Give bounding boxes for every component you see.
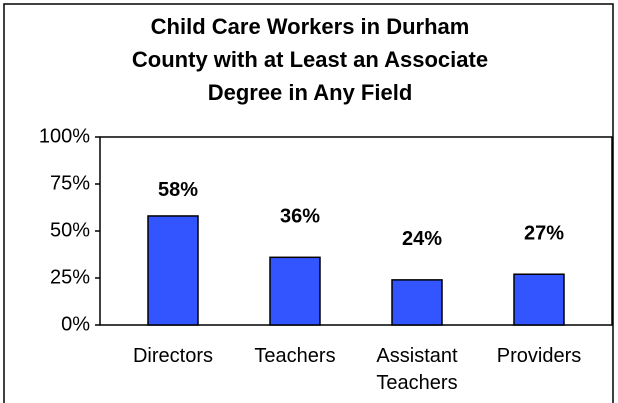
y-tick-label: 0%	[61, 313, 90, 335]
x-tick-label: Providers	[496, 345, 582, 367]
x-tick-label: Assistant Teachers	[376, 345, 458, 394]
data-label: 58%	[158, 179, 198, 201]
chart-frame	[3, 3, 614, 403]
x-tick-label: Directors	[132, 345, 213, 367]
bar	[269, 256, 321, 326]
y-tick-label: 50%	[50, 219, 90, 241]
y-tick-label: 25%	[50, 266, 90, 288]
x-tick-label: Teachers	[254, 345, 336, 367]
y-tick-label: 100%	[39, 125, 90, 147]
chart-title: Child Care Workers in Durham County with…	[131, 14, 489, 105]
bar	[513, 273, 565, 326]
bar	[147, 215, 199, 326]
bar	[391, 279, 443, 326]
data-label: 24%	[402, 228, 442, 250]
y-tick-label: 75%	[50, 172, 90, 194]
data-label: 36%	[280, 206, 320, 228]
data-label: 27%	[524, 223, 564, 245]
